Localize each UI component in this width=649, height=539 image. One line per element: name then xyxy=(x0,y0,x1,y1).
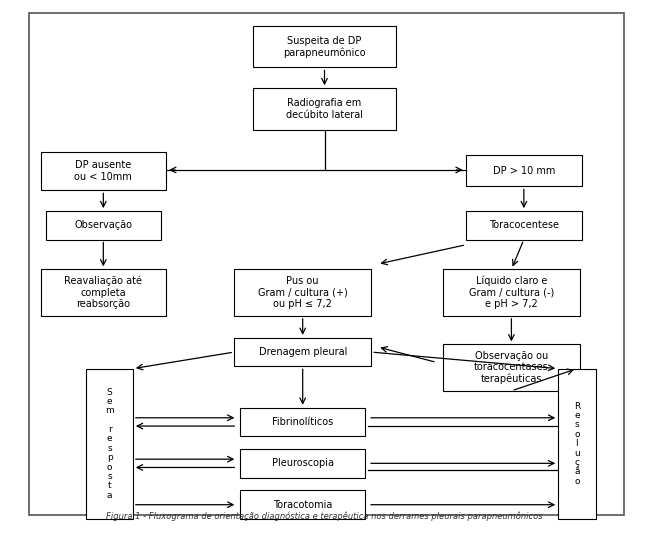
Text: S
e
m

r
e
s
p
o
s
t
a: S e m r e s p o s t a xyxy=(105,388,114,500)
Bar xyxy=(41,151,165,190)
Bar xyxy=(234,338,371,367)
Bar xyxy=(443,270,580,316)
Text: Suspeita de DP
parapneumônico: Suspeita de DP parapneumônico xyxy=(283,36,366,58)
Bar xyxy=(86,369,133,519)
Text: DP > 10 mm: DP > 10 mm xyxy=(493,166,555,176)
Text: Líquido claro e
Gram / cultura (-)
e pH > 7,2: Líquido claro e Gram / cultura (-) e pH … xyxy=(469,276,554,309)
Text: Toracotomia: Toracotomia xyxy=(273,500,332,510)
Text: Fibrinolíticos: Fibrinolíticos xyxy=(272,417,334,427)
Bar xyxy=(240,407,365,436)
Bar xyxy=(558,369,596,519)
Text: Pus ou
Gram / cultura (+)
ou pH ≤ 7,2: Pus ou Gram / cultura (+) ou pH ≤ 7,2 xyxy=(258,276,348,309)
Bar xyxy=(45,211,161,239)
Bar xyxy=(466,155,582,186)
Text: DP ausente
ou < 10mm: DP ausente ou < 10mm xyxy=(75,160,132,182)
Text: Observação: Observação xyxy=(75,220,132,230)
Text: R
e
s
o
l
u
ç
ã
o: R e s o l u ç ã o xyxy=(574,402,580,486)
Bar xyxy=(234,270,371,316)
Text: Observação ou
toracocentases
terapêuticas: Observação ou toracocentases terapêutica… xyxy=(474,351,549,384)
Text: Pleuroscopia: Pleuroscopia xyxy=(272,458,334,468)
Text: Radiografia em
decúbito lateral: Radiografia em decúbito lateral xyxy=(286,98,363,120)
Text: Toracocentese: Toracocentese xyxy=(489,220,559,230)
Bar xyxy=(253,26,396,67)
Bar xyxy=(41,270,165,316)
Text: Drenagem pleural: Drenagem pleural xyxy=(258,347,347,357)
Text: Figura 1 - Fluxograma de orientação diagnóstica e terapêutica nos derrames pleur: Figura 1 - Fluxograma de orientação diag… xyxy=(106,512,543,521)
Bar xyxy=(240,449,365,478)
Bar xyxy=(253,88,396,129)
Bar xyxy=(240,490,365,519)
Bar xyxy=(443,344,580,391)
Bar xyxy=(466,211,582,239)
Text: Reavaliação até
completa
reabsorção: Reavaliação até completa reabsorção xyxy=(64,276,142,309)
